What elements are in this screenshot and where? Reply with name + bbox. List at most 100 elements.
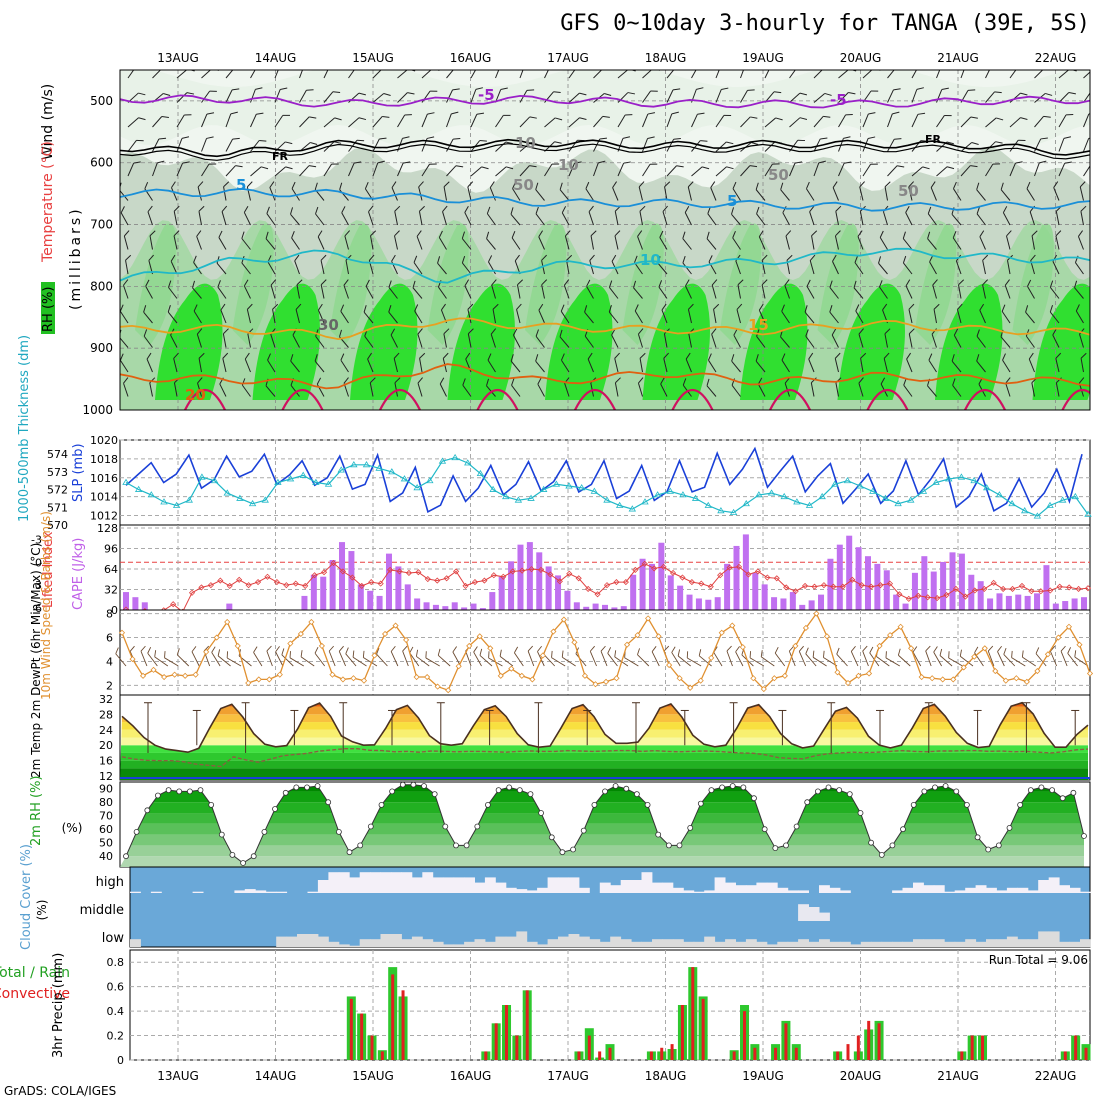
wind-barb — [813, 92, 832, 103]
barb-flag — [1091, 88, 1098, 95]
rh-band-upper — [120, 70, 1090, 145]
li-point — [434, 577, 441, 584]
cape-bar — [658, 542, 665, 610]
barb-flag — [473, 646, 478, 653]
barb-flag — [884, 328, 891, 335]
barb-staff — [1001, 311, 1011, 324]
wind-barb — [1002, 206, 1011, 226]
wind-speed-point — [623, 641, 631, 648]
barb-staff — [211, 652, 221, 667]
cape-bar — [977, 581, 984, 610]
cape-bar — [461, 607, 468, 610]
li-point — [443, 575, 450, 582]
barb-staff — [1077, 236, 1084, 250]
barb-staff — [789, 70, 799, 79]
barb-flag — [713, 303, 720, 310]
barb-flag — [805, 647, 809, 655]
contour-label: FR — [925, 133, 942, 146]
cape-bar — [479, 608, 486, 610]
thickness-point — [653, 491, 662, 498]
barb-flag — [486, 231, 490, 239]
wind-barb — [120, 353, 129, 373]
barb-staff — [590, 235, 594, 250]
barb-flag — [358, 92, 366, 96]
wind10m-barb — [300, 650, 315, 667]
cape-bar — [780, 598, 787, 610]
wind-barb — [243, 279, 251, 299]
wind-barb — [707, 206, 717, 226]
date-label-top: 18AUG — [645, 51, 687, 65]
barb-flag — [328, 645, 335, 652]
barb-staff — [735, 651, 744, 667]
cape-bar — [573, 602, 580, 610]
wind-speed-point — [1023, 678, 1030, 685]
thickness-point — [540, 485, 548, 492]
cloud-level-label: high — [96, 875, 124, 890]
barb-flag — [809, 205, 815, 213]
wind10m-barb — [677, 649, 691, 667]
thickness-point — [1058, 496, 1067, 503]
date-label-top: 16AUG — [450, 51, 492, 65]
wind-barb — [348, 92, 366, 103]
cloud-bar-low — [380, 934, 392, 947]
wind-barb — [267, 353, 276, 373]
barb-staff — [715, 166, 727, 177]
barb-staff — [120, 336, 129, 348]
wind-speed-point — [1065, 623, 1073, 630]
barb-staff — [737, 284, 741, 299]
barb-staff — [120, 359, 129, 373]
barb-staff — [323, 163, 332, 177]
wind-speed-point — [781, 672, 788, 679]
barb-flag — [682, 231, 686, 239]
footer-label: GrADS: COLA/IGES — [4, 1084, 116, 1098]
wind10m-barb — [289, 651, 304, 667]
li-tick: 6 — [35, 602, 42, 615]
wind-barb — [147, 205, 153, 226]
barb-flag — [1005, 377, 1011, 384]
cape-bar — [733, 545, 740, 610]
wind-barb — [1049, 305, 1060, 324]
barb-staff — [982, 284, 986, 299]
barb-flag — [244, 352, 250, 360]
isotherm-25-arc — [476, 389, 519, 410]
barb-flag — [332, 91, 341, 93]
cloud-bar-high — [265, 891, 277, 893]
barb-flag — [413, 255, 418, 263]
barb-flag — [1067, 647, 1072, 654]
precip-convective-bar — [525, 990, 529, 1060]
barb-flag — [408, 70, 416, 72]
barb-flag — [607, 647, 612, 654]
barb-staff — [936, 166, 948, 177]
thickness-point — [856, 482, 864, 489]
thickness-point — [704, 501, 712, 508]
precip-convective-bar — [401, 990, 405, 1060]
cloud-bar-low — [965, 939, 977, 947]
rh-tick: 90 — [99, 783, 113, 796]
barb-flag — [834, 352, 841, 359]
barb-flag — [561, 650, 564, 658]
date-label-bottom: 13AUG — [157, 1069, 199, 1083]
wind-barb — [732, 231, 741, 250]
thickness-point — [755, 491, 763, 498]
barb-staff — [1083, 113, 1090, 128]
barb-staff — [898, 654, 911, 667]
barb-flag — [992, 163, 1001, 165]
barb-staff — [715, 141, 727, 152]
wind-barb — [757, 377, 766, 397]
barb-staff — [710, 187, 717, 201]
wind-barb — [270, 279, 277, 299]
barb-flag — [1068, 92, 1076, 95]
rh-point — [527, 791, 534, 797]
barb-flag — [275, 646, 280, 653]
barb-staff — [715, 70, 722, 79]
barb-flag — [615, 377, 621, 384]
barb-flag — [751, 142, 759, 145]
wind-barb — [370, 230, 377, 250]
barb-staff — [495, 141, 507, 152]
wind-barb — [193, 304, 202, 324]
cloud-bar-high — [568, 877, 580, 893]
temp-label: 2m Temp 2m DewPt (6hr Min/Max) (°C) — [29, 543, 43, 778]
barb-flag — [832, 181, 838, 188]
li-point — [613, 579, 620, 586]
barb-flag — [1020, 92, 1028, 96]
